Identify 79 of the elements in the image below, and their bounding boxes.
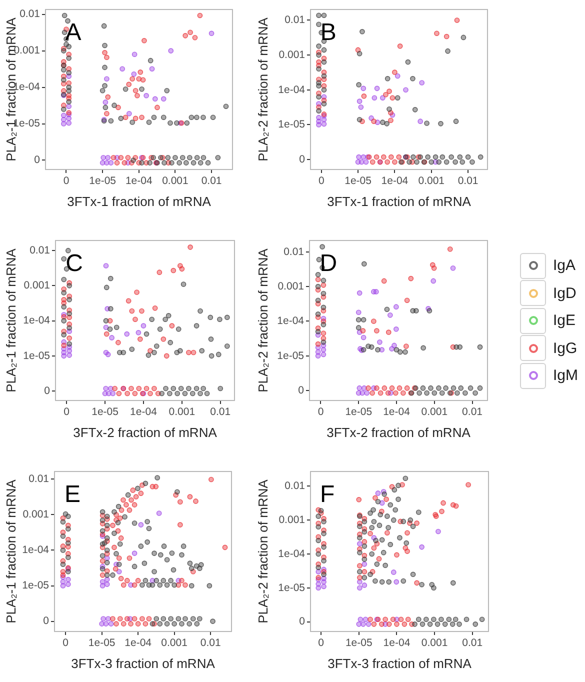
x-tick-label: 1e-04 [125,175,152,188]
x-tick-label: 1e-04 [130,406,158,418]
annotation: A [65,19,82,46]
y-tick-label: 1e-05 [278,582,306,594]
annotation: E [64,481,81,508]
annotation: B [320,19,336,46]
annotation: F [320,481,335,508]
legend-label: IgD [553,284,576,302]
x-tick-label: 0.01 [462,406,483,418]
y-tick-label: 1e-05 [22,580,50,592]
y-axis-title: PLA₂-2 fraction of mRNA [255,248,270,392]
legend-label: IgE [553,312,576,329]
legend-label: IgG [553,340,578,356]
y-axis-title: PLA₂-2 fraction of mRNA [255,17,270,162]
x-tick-label: 1e-05 [344,175,372,188]
x-tick-label: 0.001 [162,175,189,188]
x-axis-title: 3FTx-3 fraction of mRNA [71,656,216,671]
x-axis-title: 3FTx-2 fraction of mRNA [326,424,471,440]
y-tick-label: 0 [34,154,40,166]
x-tick-label: 0 [318,406,324,418]
y-tick-label: 0 [44,384,50,397]
x-tick-label: 1e-04 [381,175,408,188]
y-tick-label: 0 [298,384,304,396]
y-tick-label: 0 [299,616,306,628]
x-tick-label: 0.01 [462,637,483,650]
annotation: D [320,250,338,277]
y-tick-label: 0.001 [278,280,304,292]
x-axis-title: 3FTx-1 fraction of mRNA [327,194,472,209]
annotation: C [66,250,83,277]
x-tick-label: 1e-05 [88,637,116,650]
y-tick-label: 0 [299,153,306,166]
y-tick-label: 1e-04 [278,548,306,560]
y-tick-label: 0.01 [28,473,50,486]
x-tick-label: 0 [63,175,70,188]
legend-label: IgA [553,257,576,274]
x-axis-title: 3FTx-2 fraction of mRNA [73,424,218,440]
x-axis-title: 3FTx-3 fraction of mRNA [328,656,472,671]
x-tick-label: 1e-04 [383,637,410,650]
x-tick-label: 0 [62,637,69,650]
x-tick-label: 0.01 [201,175,222,188]
y-tick-label: 0.01 [284,14,306,26]
x-tick-label: 0.001 [421,637,448,650]
y-tick-label: 1e-04 [22,544,50,556]
x-tick-label: 0.01 [458,175,478,188]
x-tick-label: 0.001 [421,406,448,418]
x-tick-label: 0.01 [210,406,231,418]
y-tick-label: 0.01 [20,8,40,20]
x-tick-label: 1e-05 [345,406,372,418]
y-tick-label: 0.001 [278,514,306,526]
y-tick-label: 1e-05 [278,118,306,131]
y-tick-label: 0 [43,615,50,628]
x-tick-label: 0.001 [418,175,445,188]
y-tick-label: 0.01 [284,246,304,258]
y-axis-title: PLA₂-1 fraction of mRNA [3,479,18,624]
x-tick-label: 1e-05 [89,175,116,188]
y-tick-label: 0.001 [24,280,50,292]
y-tick-label: 1e-04 [23,314,50,327]
y-tick-label: 0.001 [278,48,306,61]
x-tick-label: 0 [318,637,324,650]
y-tick-label: 1e-04 [277,315,304,328]
x-tick-label: 1e-04 [124,637,152,650]
legend-label: IgM [553,367,578,384]
y-tick-label: 0.001 [22,508,50,521]
y-tick-label: 1e-05 [277,350,304,362]
y-tick-label: 0.01 [30,244,50,256]
x-tick-label: 0.001 [168,406,196,418]
x-tick-label: 0 [318,175,324,188]
y-tick-label: 1e-05 [23,350,50,362]
y-tick-label: 1e-04 [278,84,306,96]
y-axis-title: PLA₂-1 fraction of mRNA [3,248,18,392]
x-tick-label: 1e-04 [383,406,410,418]
x-tick-label: 0.01 [200,637,221,650]
x-tick-label: 1e-05 [345,637,372,650]
x-tick-label: 1e-05 [92,406,119,418]
x-tick-label: 0 [64,406,70,418]
y-tick-label: 0.01 [284,480,306,492]
x-tick-label: 0.001 [161,637,188,650]
y-axis-title: PLA₂-2 fraction of mRNA [255,479,270,624]
x-axis-title: 3FTx-1 fraction of mRNA [67,194,212,209]
